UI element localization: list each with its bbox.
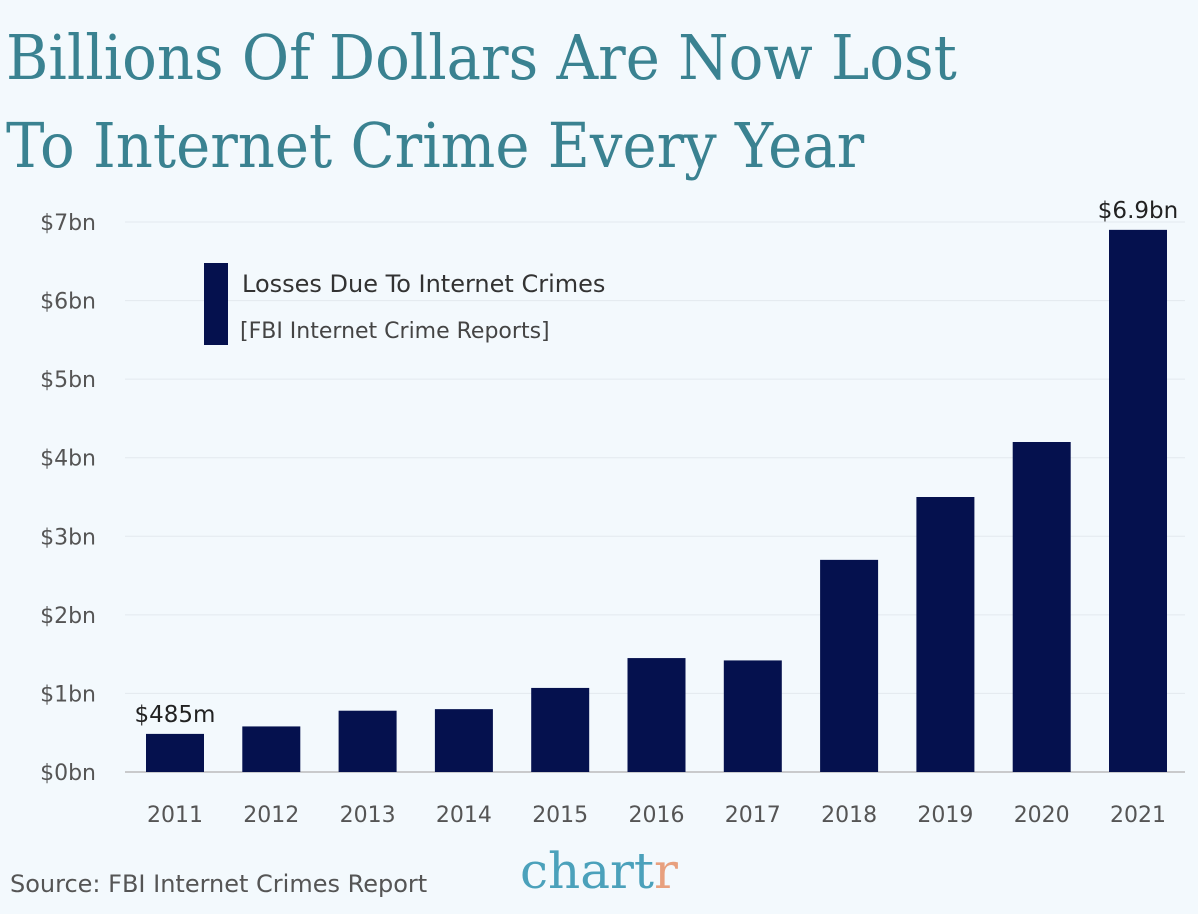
x-tick-label: 2017 (725, 803, 781, 828)
title-line-2: To Internet Crime Every Year (6, 109, 865, 182)
chart-title: Billions Of Dollars Are Now Lost To Inte… (6, 14, 957, 190)
bar-2021 (1109, 229, 1167, 772)
bar-2011 (146, 733, 204, 772)
y-tick-label: $6bn (40, 290, 96, 315)
bar-2015 (531, 687, 590, 772)
x-tick-label: 2016 (629, 803, 685, 828)
bar-2018 (820, 559, 879, 772)
y-tick-label: $1bn (40, 682, 96, 707)
legend-label: Losses Due To Internet Crimes (242, 270, 605, 298)
x-tick-label: 2011 (147, 803, 203, 828)
bar-2012 (242, 726, 301, 772)
source-note: Source: FBI Internet Crimes Report (10, 870, 428, 898)
x-tick-label: 2015 (532, 803, 588, 828)
y-tick-label: $0bn (40, 761, 96, 786)
bar-2017 (723, 660, 782, 772)
y-tick-label: $2bn (40, 604, 96, 629)
legend-subtitle: [FBI Internet Crime Reports] (240, 319, 550, 344)
bar-2019 (916, 497, 975, 772)
x-tick-label: 2019 (917, 803, 973, 828)
y-tick-label: $4bn (40, 447, 96, 472)
x-tick-label: 2012 (243, 803, 299, 828)
y-tick-label: $7bn (40, 211, 96, 236)
bar-2013 (338, 710, 397, 772)
bar-2016 (627, 658, 686, 772)
title-line-1: Billions Of Dollars Are Now Lost (6, 21, 957, 94)
x-tick-label: 2014 (436, 803, 492, 828)
data-label: $6.9bn (1098, 198, 1178, 224)
y-tick-label: $3bn (40, 525, 96, 550)
bar-2014 (434, 709, 493, 772)
x-tick-label: 2013 (340, 803, 396, 828)
bar-2020 (1012, 442, 1071, 772)
y-tick-label: $5bn (40, 368, 96, 393)
data-label: $485m (135, 702, 216, 728)
legend-swatch (204, 263, 228, 345)
x-tick-label: 2018 (821, 803, 877, 828)
x-tick-label: 2021 (1110, 803, 1166, 828)
chartr-logo: chartr (520, 842, 678, 900)
x-tick-label: 2020 (1014, 803, 1070, 828)
